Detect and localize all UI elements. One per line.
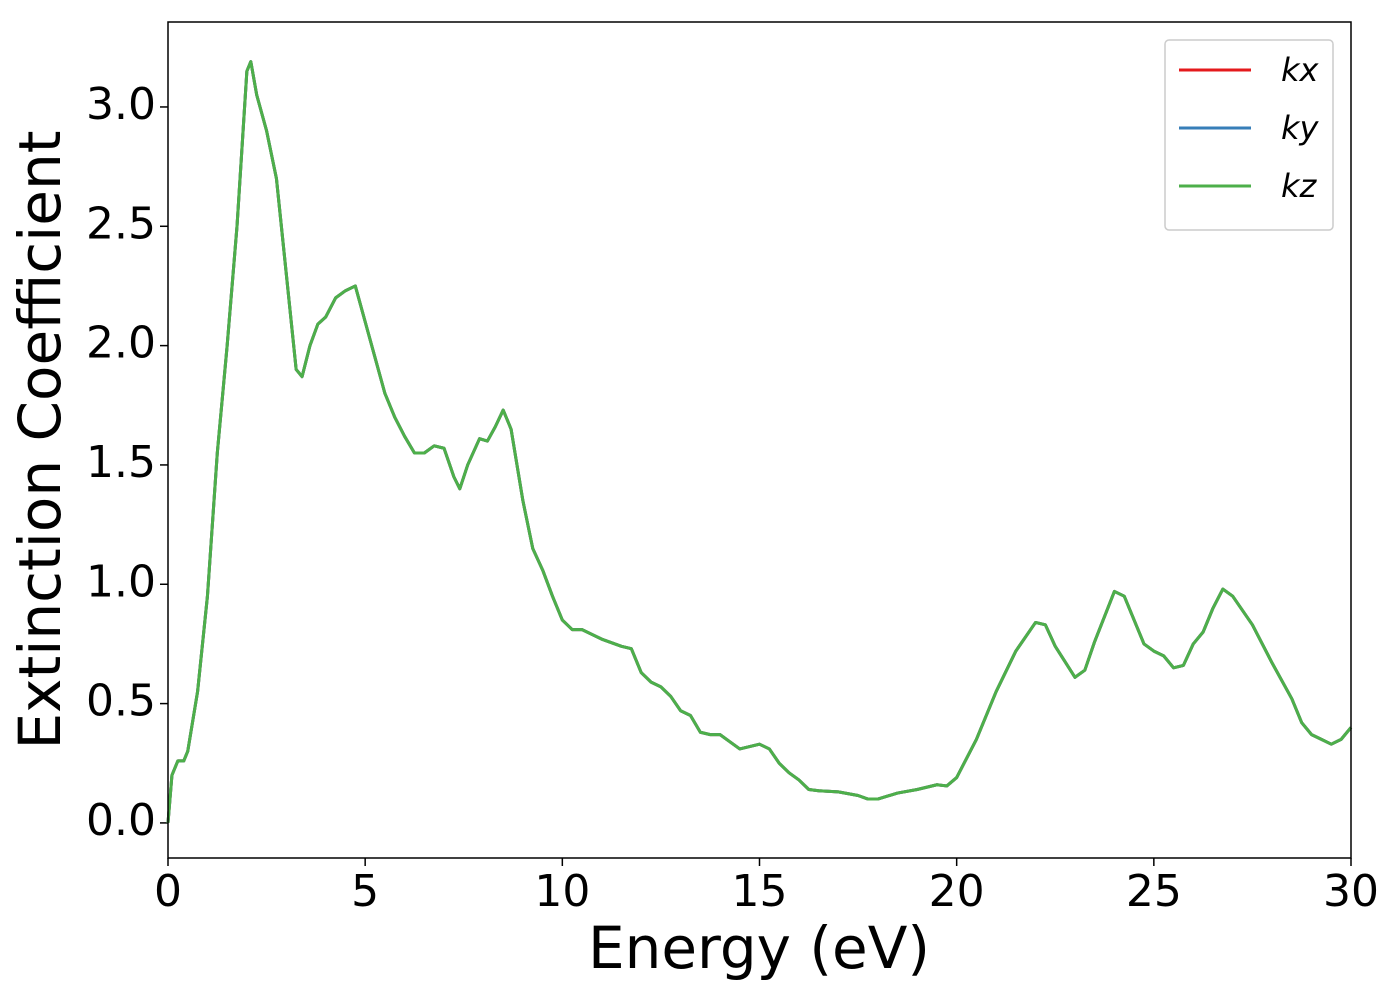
x-tick-label: 10 xyxy=(534,866,590,917)
y-tick-label: 1.5 xyxy=(86,437,156,488)
x-tick-label: 25 xyxy=(1126,866,1182,917)
y-tick-label: 0.5 xyxy=(86,676,156,727)
x-tick-label: 15 xyxy=(732,866,788,917)
legend-box xyxy=(1164,39,1334,231)
plot-frame xyxy=(167,21,1352,859)
y-tick-label: 2.0 xyxy=(86,318,156,369)
y-tick-label: 0.0 xyxy=(86,795,156,846)
x-tick-label: 5 xyxy=(351,866,379,917)
y-tick-label: 3.0 xyxy=(86,79,156,130)
x-tick-label: 0 xyxy=(154,866,182,917)
legend-label: kx xyxy=(1281,51,1320,89)
y-tick-label: 1.0 xyxy=(86,556,156,607)
y-axis-label: Extinction Coefficient xyxy=(6,131,74,750)
data-line xyxy=(166,60,1353,824)
x-tick-label: 30 xyxy=(1323,866,1379,917)
legend-label: kz xyxy=(1281,167,1318,205)
legend-label: ky xyxy=(1281,109,1320,147)
y-tick-label: 2.5 xyxy=(86,198,156,249)
x-tick-label: 20 xyxy=(929,866,985,917)
x-axis-label: Energy (eV) xyxy=(588,914,930,982)
